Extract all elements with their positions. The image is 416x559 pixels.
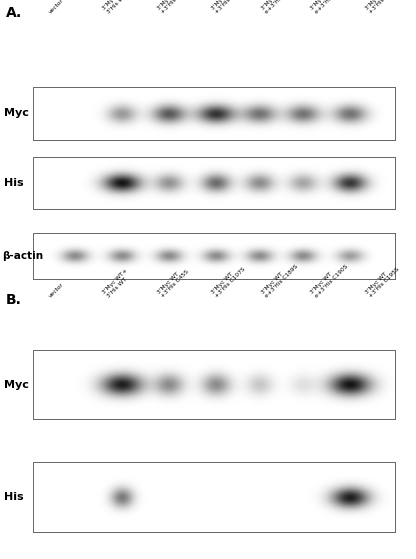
Text: His: His [4, 178, 24, 188]
Text: Myc: Myc [4, 108, 29, 119]
FancyBboxPatch shape [33, 462, 395, 532]
FancyBboxPatch shape [33, 233, 395, 279]
Text: A.: A. [6, 6, 22, 20]
Text: β-actin: β-actin [2, 251, 43, 261]
Text: B.: B. [6, 293, 22, 307]
FancyBboxPatch shape [33, 350, 395, 419]
Text: 3'Myc WT+
3'His WT: 3'Myc WT+ 3'His WT [102, 0, 133, 15]
Text: 3'Myc WT
e+3'His C189S: 3'Myc WT e+3'His C189S [260, 260, 299, 299]
FancyBboxPatch shape [33, 157, 395, 209]
Text: 3'Myc WT
+3'His C195S: 3'Myc WT +3'His C195S [364, 0, 400, 15]
Text: 3'Myc WT+
3'His WT: 3'Myc WT+ 3'His WT [102, 268, 133, 299]
Text: 3'Myc WT
e+3'His C190S: 3'Myc WT e+3'His C190S [310, 0, 349, 15]
Text: 3'Myc WT
+3'His C107S: 3'Myc WT +3'His C107S [210, 263, 246, 299]
Text: 3'Myc WT
e+3'His C189S: 3'Myc WT e+3'His C189S [260, 0, 299, 15]
FancyBboxPatch shape [33, 87, 395, 140]
Text: 3'Myc WT
e+3'His C190S: 3'Myc WT e+3'His C190S [310, 260, 349, 299]
Text: 3'Myc WT
+3'His C107S: 3'Myc WT +3'His C107S [210, 0, 246, 15]
Text: vector: vector [48, 0, 64, 15]
Text: 3'Myc WT
+3'His C195S: 3'Myc WT +3'His C195S [364, 263, 400, 299]
Text: 3'Myc WT
+3'His C45S: 3'Myc WT +3'His C45S [156, 0, 190, 15]
Text: vector: vector [48, 282, 64, 299]
Text: 3'Myc WT
+3'His C45S: 3'Myc WT +3'His C45S [156, 265, 190, 299]
Text: Myc: Myc [4, 380, 29, 390]
Text: His: His [4, 492, 24, 503]
